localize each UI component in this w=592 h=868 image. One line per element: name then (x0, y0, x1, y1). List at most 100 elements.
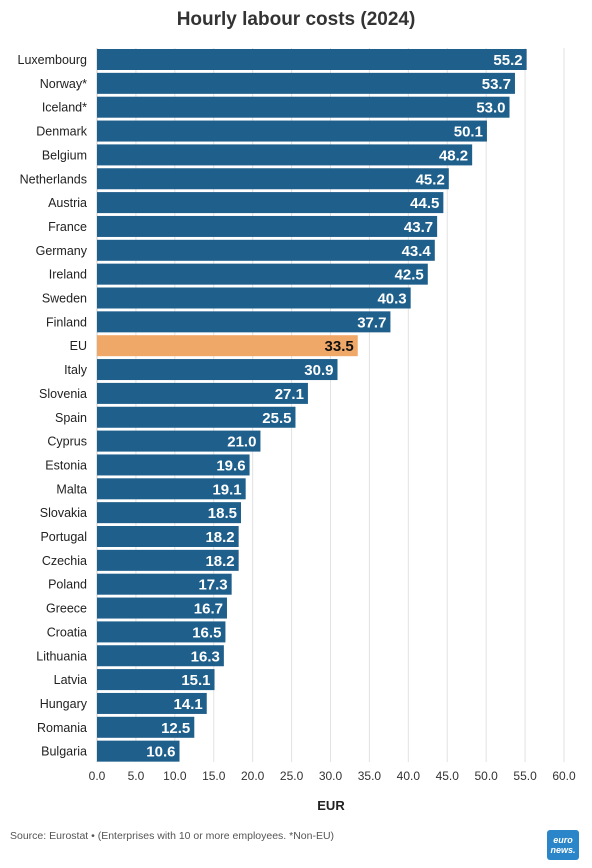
bar-belgium (97, 144, 473, 166)
category-label: Norway* (40, 77, 87, 91)
bar-slovenia (97, 382, 308, 404)
x-tick-label: 35.0 (358, 769, 382, 783)
bar-greece (97, 597, 227, 619)
bar-austria (97, 192, 444, 214)
x-tick-label: 45.0 (436, 769, 460, 783)
logo-line-2: news. (550, 845, 576, 855)
bar-france (97, 215, 438, 237)
category-label: Germany (36, 244, 88, 258)
value-label: 14.1 (174, 696, 203, 713)
category-label: Latvia (54, 673, 87, 687)
value-label: 40.3 (377, 291, 406, 308)
value-label: 30.9 (304, 362, 333, 379)
x-tick-label: 50.0 (474, 769, 498, 783)
x-tick-label: 10.0 (163, 769, 187, 783)
bar-malta (97, 478, 246, 500)
bar-ireland (97, 263, 428, 285)
category-label: Czechia (42, 554, 87, 568)
category-label: Estonia (45, 458, 87, 472)
bar-latvia (97, 669, 215, 691)
category-label: Slovenia (39, 387, 87, 401)
bar-eu (97, 335, 358, 357)
category-label: Poland (48, 578, 87, 592)
bar-croatia (97, 621, 226, 643)
value-label: 55.2 (493, 52, 522, 69)
category-label: Iceland* (42, 101, 87, 115)
x-tick-label: 40.0 (397, 769, 421, 783)
category-label: Italy (64, 363, 88, 377)
value-label: 43.4 (402, 243, 432, 260)
bars (97, 49, 527, 762)
bar-romania (97, 716, 195, 738)
category-label: Malta (56, 482, 87, 496)
category-label: Austria (48, 196, 87, 210)
x-tick-label: 5.0 (128, 769, 145, 783)
bar-lithuania (97, 645, 224, 667)
category-label: Cyprus (47, 435, 87, 449)
bar-finland (97, 311, 391, 333)
value-label: 19.1 (212, 481, 241, 498)
value-label: 27.1 (275, 386, 304, 403)
category-label: EU (70, 339, 87, 353)
category-label: Hungary (40, 697, 88, 711)
value-label: 16.7 (194, 601, 223, 618)
bar-germany (97, 239, 435, 261)
category-label: Luxembourg (18, 53, 88, 67)
bar-italy (97, 359, 338, 381)
bar-portugal (97, 526, 239, 547)
euronews-logo: euro news. (547, 830, 579, 860)
logo-line-1: euro (553, 835, 573, 845)
value-label: 15.1 (181, 672, 210, 689)
chart-title: Hourly labour costs (2024) (176, 9, 416, 30)
value-label: 53.0 (476, 100, 505, 117)
category-label: Denmark (36, 125, 87, 139)
x-tick-label: 25.0 (280, 769, 304, 783)
bar-luxembourg (97, 49, 527, 70)
bar-netherlands (97, 168, 449, 190)
bar-denmark (97, 120, 487, 142)
value-label: 45.2 (416, 171, 445, 188)
x-axis-ticks: 0.0 5.0 10.0 15.0 20.0 25.0 30.0 35.0 40.0 45.0 50… (89, 769, 576, 783)
x-tick-label: 15.0 (202, 769, 226, 783)
value-label: 43.7 (404, 219, 433, 236)
value-label: 42.5 (395, 267, 424, 284)
value-label: 18.2 (205, 529, 234, 546)
x-tick-label: 30.0 (319, 769, 343, 783)
bar-norway (97, 72, 515, 94)
value-label: 53.7 (482, 76, 511, 93)
value-labels: 55.2 53.7 53.0 50.1 48.2 45.2 44.5 43.7 43.4 42.5… (146, 52, 522, 761)
category-label: Greece (46, 602, 87, 616)
value-label: 17.3 (198, 577, 227, 594)
value-label: 21.0 (227, 434, 256, 451)
bar-estonia (97, 454, 250, 476)
value-label: 25.5 (262, 410, 291, 427)
category-labels: Luxembourg Norway* Iceland* Denmark Belgium N… (18, 53, 88, 759)
value-label: 16.5 (192, 624, 221, 641)
x-tick-label: 0.0 (89, 769, 106, 783)
x-tick-label: 55.0 (513, 769, 537, 783)
bar-czechia (97, 549, 239, 571)
category-label: Belgium (42, 148, 87, 162)
category-label: Bulgaria (41, 745, 87, 759)
value-label: 37.7 (357, 314, 386, 331)
category-label: Portugal (40, 530, 87, 544)
value-label: 18.5 (208, 505, 237, 522)
bar-spain (97, 406, 296, 428)
category-label: Croatia (47, 625, 87, 639)
category-label: Slovakia (40, 506, 87, 520)
category-label: Lithuania (36, 649, 87, 663)
bar-bulgaria (97, 740, 180, 762)
bar-slovakia (97, 502, 241, 524)
category-label: Spain (55, 411, 87, 425)
category-label: Finland (46, 315, 87, 329)
value-label: 10.6 (146, 744, 175, 761)
category-label: Netherlands (20, 172, 87, 186)
source-note: Source: Eurostat • (Enterprises with 10 … (10, 830, 335, 842)
bar-cyprus (97, 430, 261, 452)
x-tick-label: 60.0 (552, 769, 576, 783)
value-label: 16.3 (191, 648, 220, 665)
category-label: Sweden (42, 292, 87, 306)
bar-iceland (97, 96, 510, 118)
value-label: 44.5 (410, 195, 439, 212)
